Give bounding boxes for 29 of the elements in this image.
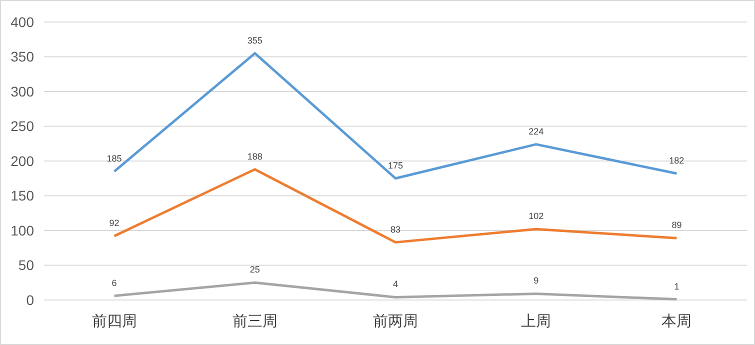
x-tick-label: 前三周 bbox=[232, 312, 278, 330]
x-tick-label: 前两周 bbox=[373, 312, 418, 330]
data-label: 83 bbox=[390, 224, 401, 234]
data-label: 6 bbox=[112, 278, 117, 288]
x-tick-label: 本周 bbox=[662, 312, 692, 330]
x-tick-label: 上周 bbox=[521, 312, 552, 330]
y-tick-label: 300 bbox=[10, 83, 34, 100]
y-tick-label: 350 bbox=[10, 48, 34, 65]
data-label: 224 bbox=[528, 126, 544, 136]
data-label: 1 bbox=[674, 281, 680, 292]
y-tick-label: 100 bbox=[10, 222, 34, 238]
data-label: 175 bbox=[388, 160, 404, 170]
x-tick-label: 前四周 bbox=[92, 312, 137, 330]
data-label: 102 bbox=[528, 211, 544, 222]
y-tick-label: 0 bbox=[26, 292, 34, 308]
y-tick-label: 400 bbox=[10, 14, 34, 30]
data-label: 4 bbox=[392, 279, 398, 290]
data-label: 89 bbox=[672, 220, 682, 230]
data-label: 92 bbox=[109, 218, 120, 228]
data-label: 355 bbox=[247, 35, 262, 46]
y-tick-label: 250 bbox=[10, 118, 34, 134]
y-tick-label: 150 bbox=[10, 188, 34, 204]
data-label: 9 bbox=[534, 276, 539, 286]
y-tick-label: 200 bbox=[10, 152, 34, 169]
y-tick-label: 50 bbox=[18, 257, 34, 274]
data-label: 25 bbox=[250, 264, 260, 275]
data-label: 185 bbox=[106, 153, 122, 164]
data-label: 182 bbox=[669, 156, 684, 166]
data-label: 188 bbox=[247, 151, 262, 162]
